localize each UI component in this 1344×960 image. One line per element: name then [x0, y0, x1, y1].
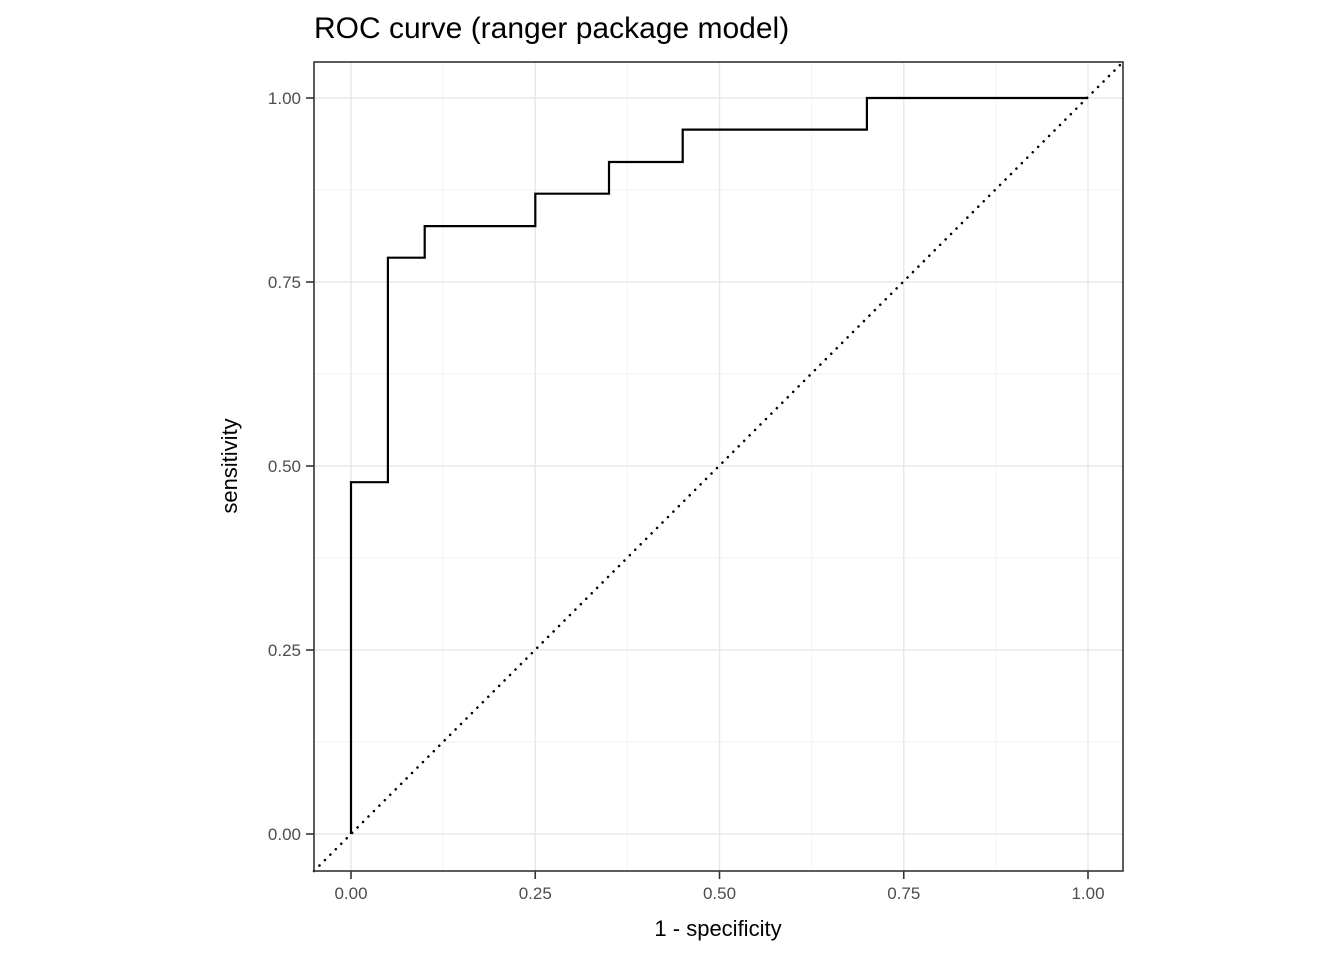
y-axis-tick-label: 0.25 — [268, 641, 301, 660]
y-axis-tick-label: 0.50 — [268, 457, 301, 476]
roc-curve-path — [349, 96, 1088, 834]
y-axis-tick-label: 1.00 — [268, 89, 301, 108]
x-axis-tick-label: 1.00 — [1071, 884, 1104, 903]
chart-title: ROC curve (ranger package model) — [314, 12, 789, 45]
series-layer — [312, 60, 1125, 873]
x-axis-tick-label: 0.75 — [887, 884, 920, 903]
axis-tick-marks — [306, 97, 1089, 879]
y-axis-title: sensitivity — [217, 418, 242, 513]
x-axis-tick-label: 0.25 — [519, 884, 552, 903]
axis-tick-labels: 0.00 0.25 0.50 0.75 1.00 0.00 0.25 0.50 0.75 1.00 — [268, 89, 1105, 903]
y-axis-tick-label: 0.00 — [268, 825, 301, 844]
x-axis-tick-label: 0.00 — [334, 884, 367, 903]
x-axis-tick-label: 0.50 — [703, 884, 736, 903]
y-axis-tick-label: 0.75 — [268, 273, 301, 292]
x-axis-title: 1 - specificity — [654, 916, 781, 941]
